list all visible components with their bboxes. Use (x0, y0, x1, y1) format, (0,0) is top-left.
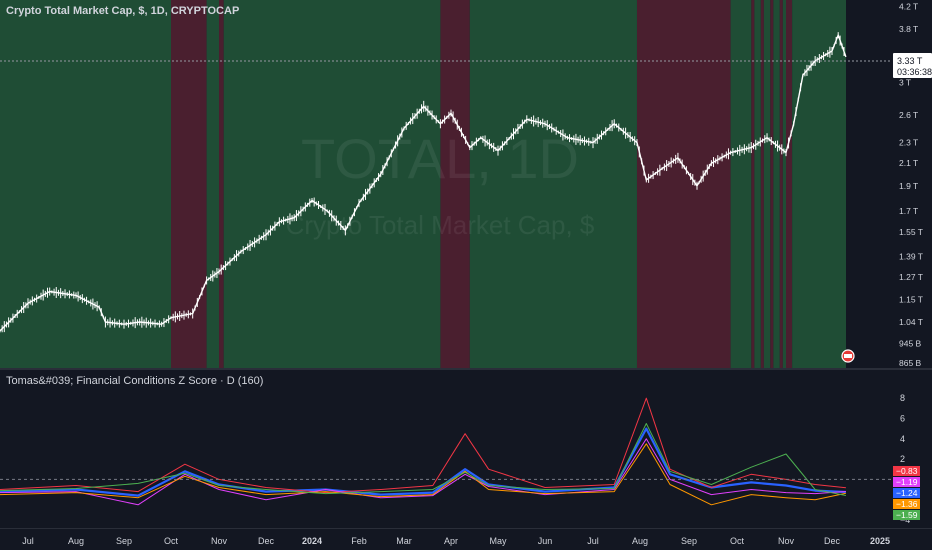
regime-band-bad (779, 0, 783, 368)
indicator-value-tag (893, 510, 920, 520)
price-axis-tick: 4.2 T (899, 1, 918, 11)
indicator-value-label: −1.19 (896, 477, 918, 487)
price-axis-tick: 1.7 T (899, 206, 918, 216)
price-axis-tick: 1.9 T (899, 181, 918, 191)
regime-band-good (773, 0, 780, 368)
time-axis-label: Jul (22, 536, 34, 546)
price-series (0, 32, 847, 333)
price-axis-tick: 2.1 T (899, 158, 918, 168)
indicator-value-tag (893, 466, 920, 476)
time-axis-label: Dec (258, 536, 275, 546)
time-axis-label: Mar (396, 536, 412, 546)
indicator-axis-tick: 2 (900, 454, 905, 464)
watermark-symbol: TOTAL, 1D (301, 127, 579, 190)
time-axis-label: Oct (730, 536, 745, 546)
indicator-axis-tick: 8 (900, 393, 905, 403)
regime-band-good (782, 0, 786, 368)
countdown-value: 03:36:38 (897, 67, 932, 77)
price-axis-tick: 1.15 T (899, 294, 923, 304)
regime-band-bad (636, 0, 731, 368)
time-axis-label: Sep (116, 536, 132, 546)
last-price-label: 3.33 T 03:36:38 (893, 53, 932, 78)
indicator-value-label: −1.24 (896, 488, 918, 498)
indicator-line (0, 397, 846, 494)
regime-band-good (0, 0, 171, 368)
regime-band-bad (751, 0, 755, 368)
indicator-line (0, 443, 847, 506)
indicator-series (0, 397, 847, 506)
indicator-value-tag (893, 477, 920, 487)
time-axis-label: 2024 (302, 536, 322, 546)
panel-divider[interactable] (0, 368, 932, 370)
indicator-axis-tick: 6 (900, 413, 905, 423)
time-axis-label: Apr (444, 536, 458, 546)
last-price-value: 3.33 T (897, 56, 923, 66)
indicator-value-label: −1.36 (896, 499, 918, 509)
price-axis-tick: 2.6 T (899, 110, 918, 120)
price-axis-tick: 3 T (899, 78, 911, 88)
price-axis-tick: 2.3 T (899, 138, 918, 148)
time-axis[interactable]: Jul Aug Sep Oct Nov Dec 2024 Feb Mar Apr May Jun Jul… (0, 528, 932, 550)
time-axis-label: Oct (164, 536, 179, 546)
chart-symbol-title[interactable]: Crypto Total Market Cap, $, 1D, CRYPTOCA… (6, 5, 240, 17)
price-axis-tick: 1.27 T (899, 272, 923, 282)
indicator-value-tag (893, 499, 920, 509)
time-axis-label: Jun (538, 536, 553, 546)
watermark-name: Crypto Total Market Cap, $ (286, 210, 595, 240)
indicator-line (0, 427, 846, 497)
indicator-title[interactable]: Tomas&#039; Financial Conditions Z Score… (6, 375, 264, 387)
regime-band-bad (219, 0, 224, 368)
regime-band-good (754, 0, 761, 368)
price-axis-tick: 1.39 T (899, 251, 923, 261)
time-axis-svg[interactable]: Jul Aug Sep Oct Nov Dec 2024 Feb Mar Apr May Jun Jul… (0, 529, 932, 550)
price-axis-tick: 3.8 T (899, 24, 918, 34)
regime-band-bad (786, 0, 793, 368)
price-axis-tick: 1.55 T (899, 227, 923, 237)
regime-band-bad (770, 0, 774, 368)
indicator-value-tag (893, 488, 920, 498)
time-axis-label: Dec (824, 536, 841, 546)
price-chart-svg[interactable]: TOTAL, 1D Crypto Total Market Cap, $ 4.2… (0, 0, 932, 368)
regime-band-good (206, 0, 219, 368)
time-axis-label: Sep (681, 536, 697, 546)
indicator-value-label: −1.59 (896, 510, 918, 520)
regime-band-good (763, 0, 771, 368)
time-axis-label: 2025 (870, 536, 890, 546)
time-axis-label: May (489, 536, 507, 546)
time-axis-label: Aug (632, 536, 648, 546)
indicator-value-tags: −0.83−1.19−1.24−1.36−1.59 (893, 466, 920, 520)
indicator-axis-tick: 4 (900, 434, 905, 444)
event-marker-icon[interactable] (841, 349, 855, 363)
regime-band-good (730, 0, 752, 368)
price-line (0, 34, 847, 332)
symbol-watermark: TOTAL, 1D Crypto Total Market Cap, $ (286, 127, 595, 240)
price-chart-panel[interactable]: TOTAL, 1D Crypto Total Market Cap, $ 4.2… (0, 0, 932, 368)
time-axis-label: Jul (587, 536, 599, 546)
price-axis-tick: 945 B (899, 339, 922, 349)
time-axis-label: Aug (68, 536, 84, 546)
regime-band-bad (760, 0, 764, 368)
time-axis-label: Feb (351, 536, 367, 546)
time-axis-label: Nov (211, 536, 228, 546)
price-axis-tick: 1.04 T (899, 317, 923, 327)
price-axis-tick: 865 B (899, 358, 922, 368)
time-axis-label: Nov (778, 536, 795, 546)
indicator-value-label: −0.83 (896, 466, 918, 476)
